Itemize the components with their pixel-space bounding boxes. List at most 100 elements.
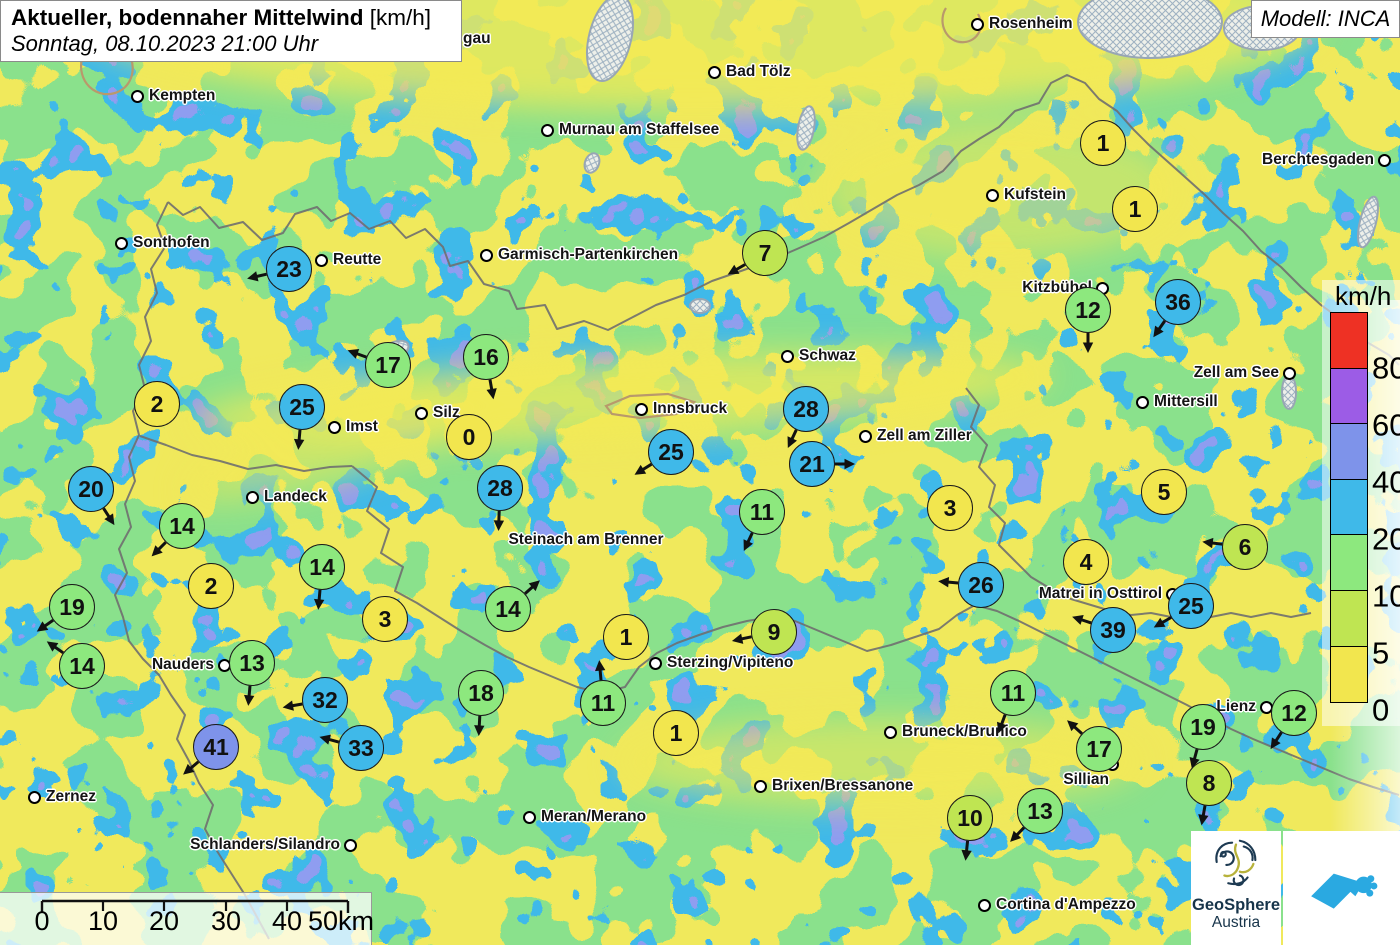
city-label: Schlanders/Silandro [190, 836, 340, 853]
city-dot [115, 237, 128, 250]
wind-speed-value: 14 [159, 503, 205, 549]
model-label: Modell: INCA [1251, 0, 1400, 38]
city-dot [131, 90, 144, 103]
legend-tick-label: 40 [1372, 464, 1400, 500]
border-lines [114, 74, 1400, 940]
wind-speed-value: 19 [49, 584, 95, 630]
city-label: Reutte [333, 251, 382, 268]
legend-tick-label: 10 [1372, 578, 1400, 614]
city-label: Innsbruck [653, 400, 728, 417]
geosphere-logo-name: GeoSphere [1191, 896, 1281, 914]
scale-tick-label: 40 [271, 906, 303, 936]
wind-speed-value: 4 [1063, 539, 1109, 585]
wind-speed-value: 23 [266, 246, 312, 292]
scale-tick-label: 30 [210, 906, 242, 936]
city-dot [523, 811, 536, 824]
wind-speed-value: 6 [1222, 524, 1268, 570]
city-label: Kempten [149, 87, 216, 104]
page-subtitle: Sonntag, 08.10.2023 21:00 Uhr [11, 31, 319, 56]
wind-speed-value: 5 [1141, 469, 1187, 515]
legend-swatch [1330, 367, 1368, 425]
city-dot [541, 124, 554, 137]
city-dot [328, 421, 341, 434]
legend-swatch [1330, 478, 1368, 536]
city-dot [1136, 396, 1149, 409]
legend-tick-label: 60 [1372, 407, 1400, 443]
wind-speed-value: 41 [193, 724, 239, 770]
legend-tick-label: 20 [1372, 521, 1400, 557]
city-label: Bruneck/Brunico [902, 723, 1027, 740]
city-label: Brixen/Bressanone [772, 777, 914, 794]
scale-bar-ruler [40, 899, 350, 913]
wind-speed-value: 11 [739, 489, 785, 535]
wind-speed-value: 16 [463, 334, 509, 380]
lakes [376, 0, 1379, 410]
city-dot [708, 66, 721, 79]
wind-speed-value: 0 [446, 414, 492, 460]
city-label: Berchtesgaden [1262, 151, 1374, 168]
city-dot [649, 657, 662, 670]
city-label: Zell am See [1193, 364, 1279, 381]
city-label: Landeck [264, 488, 327, 505]
wind-speed-value: 25 [279, 384, 325, 430]
wind-speed-value: 28 [477, 465, 523, 511]
wind-speed-value: 28 [783, 386, 829, 432]
city-label: Sillian [1063, 771, 1109, 788]
geosphere-swirl-icon [1215, 839, 1257, 887]
city-dot [978, 899, 991, 912]
scale-tick-label: 0 [34, 906, 50, 936]
legend-swatch [1330, 534, 1368, 592]
wind-speed-value: 1 [603, 614, 649, 660]
wind-speed-value: 1 [1080, 120, 1126, 166]
wind-speed-value: 25 [648, 429, 694, 475]
city-label: Steinach am Brenner [508, 531, 664, 548]
legend-bar [1330, 312, 1368, 703]
city-label: Sonthofen [133, 234, 210, 251]
wind-speed-value: 13 [229, 640, 275, 686]
wind-speed-value: 7 [742, 230, 788, 276]
city-dot [415, 407, 428, 420]
page-title-bold: Aktueller, bodennaher Mittelwind [11, 5, 364, 30]
legend-swatch [1330, 645, 1368, 703]
scale-tick-label: 20 [148, 906, 180, 936]
city-dot [246, 491, 259, 504]
city-dot [1378, 154, 1391, 167]
wind-speed-value: 14 [485, 586, 531, 632]
city-dot [480, 249, 493, 262]
title-box: Aktueller, bodennaher Mittelwind [km/h] … [0, 0, 462, 62]
city-dot [754, 780, 767, 793]
city-label: Lienz [1216, 698, 1256, 715]
wind-speed-value: 2 [188, 563, 234, 609]
wind-speed-value: 26 [958, 562, 1004, 608]
wind-speed-value: 25 [1168, 583, 1214, 629]
city-dot [781, 350, 794, 363]
wind-speed-value: 33 [338, 725, 384, 771]
wind-speed-value: 17 [1076, 726, 1122, 772]
wind-speed-value: 9 [751, 609, 797, 655]
city-dot [635, 403, 648, 416]
city-dot [986, 189, 999, 202]
wind-speed-value: 14 [59, 643, 105, 689]
city-dot [344, 839, 357, 852]
wind-speed-value: 1 [1112, 186, 1158, 232]
city-label: Matrei in Osttirol [1038, 585, 1162, 602]
city-label: Zernez [46, 788, 96, 805]
wind-speed-value: 14 [299, 544, 345, 590]
wind-speed-value: 11 [990, 670, 1036, 716]
wind-speed-value: 20 [68, 466, 114, 512]
city-dot [315, 254, 328, 267]
city-label: Kufstein [1004, 186, 1066, 203]
wind-speed-value: 10 [947, 795, 993, 841]
wind-speed-value: 3 [362, 596, 408, 642]
wind-speed-value: 19 [1180, 704, 1226, 750]
city-label: Garmisch-Partenkirchen [498, 246, 679, 263]
legend-swatch [1330, 423, 1368, 481]
wind-speed-value: 18 [458, 670, 504, 716]
wind-speed-value: 8 [1186, 760, 1232, 806]
city-label: Mittersill [1154, 393, 1218, 410]
city-dot [859, 430, 872, 443]
wind-speed-value: 17 [365, 342, 411, 388]
